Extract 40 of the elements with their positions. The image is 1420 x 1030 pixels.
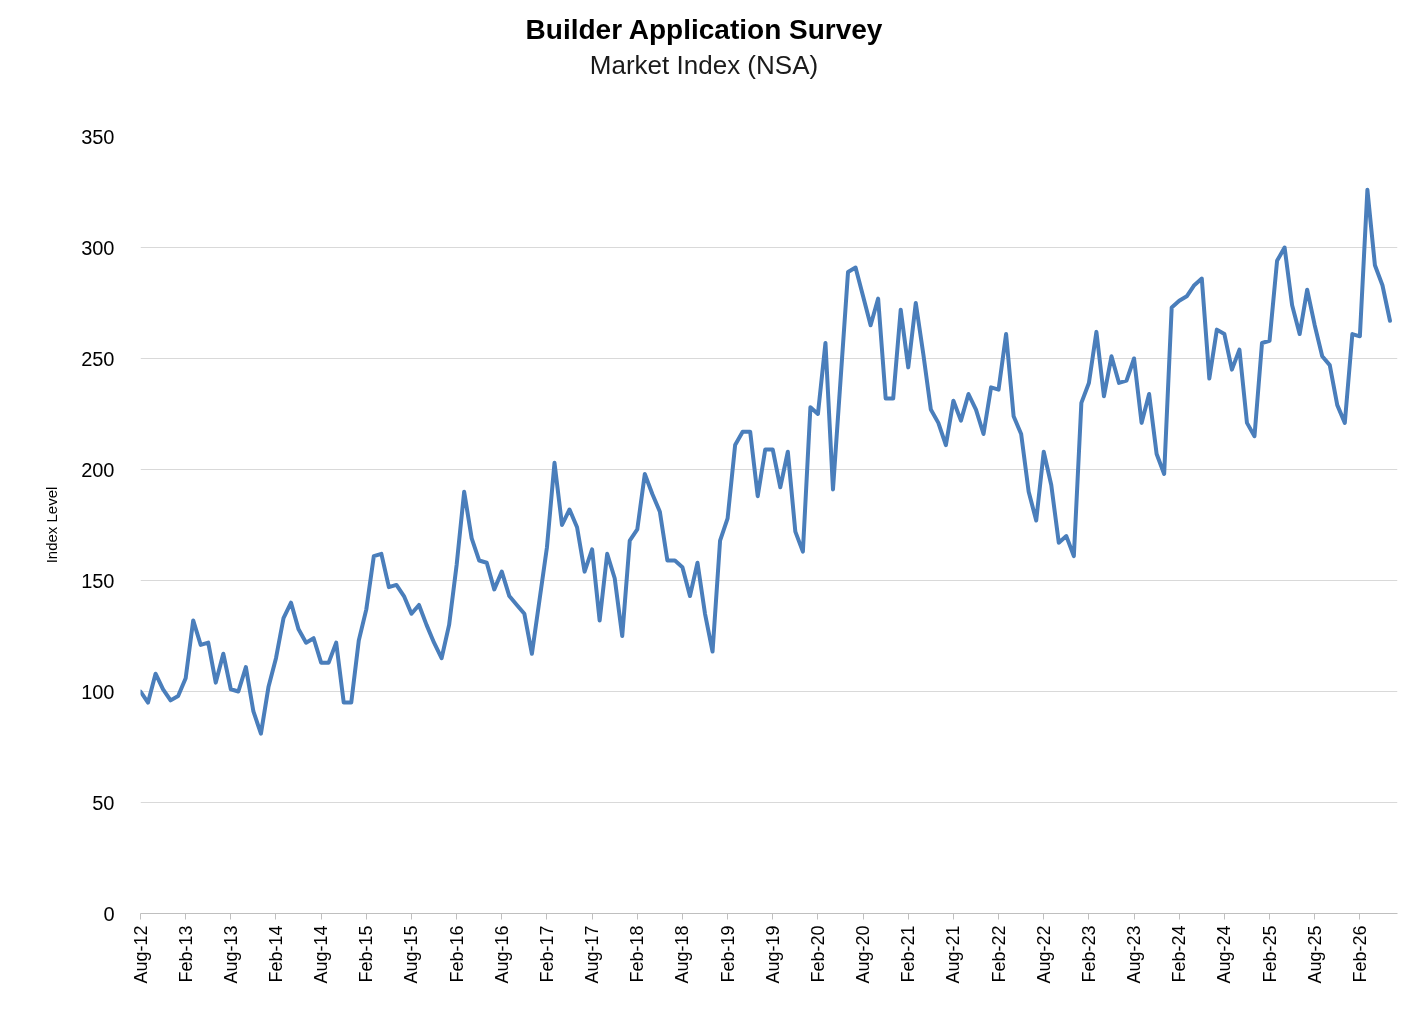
x-tick-label: Aug-15 bbox=[401, 925, 422, 984]
x-tick-label: Feb-19 bbox=[717, 925, 738, 983]
x-tick-label: Aug-21 bbox=[943, 925, 964, 984]
x-tick-label: Aug-23 bbox=[1124, 925, 1145, 984]
x-tick-label: Aug-24 bbox=[1214, 925, 1235, 984]
y-axis-title: Index Level bbox=[43, 486, 61, 564]
x-tick-label: Feb-18 bbox=[627, 925, 648, 983]
x-tick-label: Aug-20 bbox=[853, 925, 874, 984]
x-tick-label: Feb-20 bbox=[807, 925, 828, 983]
x-tick-label: Aug-19 bbox=[762, 925, 783, 984]
y-tick-label: 0 bbox=[103, 902, 115, 925]
x-tick-label: Feb-25 bbox=[1259, 925, 1280, 983]
y-tick-label: 100 bbox=[81, 680, 115, 703]
x-tick-label: Aug-16 bbox=[491, 925, 512, 984]
x-tick-label: Feb-15 bbox=[356, 925, 377, 983]
x-tick-label: Feb-16 bbox=[446, 925, 467, 983]
x-tick-label: Aug-12 bbox=[130, 925, 151, 984]
x-tick-label: Aug-22 bbox=[1033, 925, 1054, 984]
y-tick-label: 50 bbox=[92, 791, 115, 814]
x-tick-label: Aug-14 bbox=[311, 925, 332, 984]
x-tick-label: Feb-22 bbox=[988, 925, 1009, 983]
x-tick-label: Aug-13 bbox=[220, 925, 241, 984]
x-tick-label: Feb-21 bbox=[898, 925, 919, 983]
x-tick-label: Aug-25 bbox=[1304, 925, 1325, 984]
line-series bbox=[140, 187, 1392, 736]
y-tick-label: 250 bbox=[81, 347, 115, 370]
y-tick-label: 200 bbox=[81, 458, 115, 481]
chart-title: Builder Application Survey bbox=[525, 14, 883, 46]
y-tick-label: 150 bbox=[81, 569, 115, 592]
chart-subtitle: Market Index (NSA) bbox=[589, 49, 819, 81]
y-tick-label: 300 bbox=[81, 236, 115, 259]
x-tick-label: Feb-24 bbox=[1169, 925, 1190, 983]
x-tick-label: Feb-17 bbox=[536, 925, 557, 983]
x-tick-label: Feb-23 bbox=[1078, 925, 1099, 983]
x-tick-label: Aug-17 bbox=[582, 925, 603, 984]
y-tick-label: 350 bbox=[81, 125, 115, 148]
x-tick-label: Feb-13 bbox=[175, 925, 196, 983]
x-tick-label: Feb-14 bbox=[265, 925, 286, 983]
x-tick-label: Aug-18 bbox=[672, 925, 693, 984]
x-tick-label: Feb-26 bbox=[1349, 925, 1370, 983]
